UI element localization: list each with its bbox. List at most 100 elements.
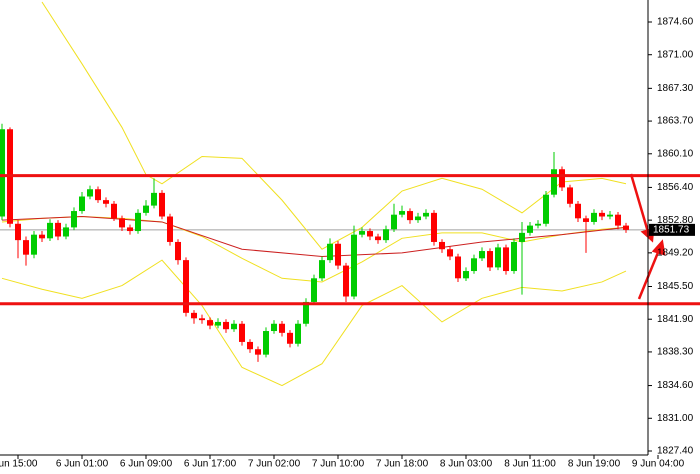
candle-body [63,227,69,237]
candle-body [191,312,197,319]
candle-body [359,231,365,235]
price-label-box [649,223,695,236]
candle-body [239,323,245,342]
y-tick-label: 1827.40 [657,446,694,457]
candle-body [111,203,117,219]
y-tick-label: 1845.50 [657,281,694,292]
candle-body [287,332,293,344]
candle-body [399,211,405,215]
candle-body [135,212,141,232]
y-tick-label: 1856.40 [657,182,694,193]
candle-body [623,225,629,230]
x-tick-label: 8 Jun 03:00 [440,459,493,470]
y-tick-label: 1860.10 [657,148,694,159]
candle-body [335,243,341,266]
candle-body [447,249,453,257]
candle-body [415,216,421,221]
y-tick-label: 1849.20 [657,247,694,258]
candle-body [535,223,541,226]
candle-body [119,218,125,228]
candle-body [559,169,565,188]
x-tick-label: 6 Jun 09:00 [120,459,173,470]
y-tick-label: 1834.60 [657,380,694,391]
candle-body [351,234,357,297]
candle-body [143,205,149,213]
x-tick-label: 7 Jun 02:00 [248,459,301,470]
candle-body [391,214,397,230]
candle-body [599,212,605,217]
candle-body [407,211,413,221]
x-tick-label: 6 Jun 17:00 [184,459,237,470]
candle-body [567,187,573,204]
y-tick-label: 1831.00 [657,413,694,424]
candle-body [327,243,333,261]
candle-body [79,196,85,212]
candle-body [455,256,461,279]
y-tick-label: 1874.60 [657,17,694,28]
x-tick-label: 7 Jun 10:00 [312,459,365,470]
x-tick-label: 8 Jun 19:00 [568,459,621,470]
candle-body [231,323,237,330]
candle-body [47,222,53,239]
candle-body [95,189,101,201]
candle-body [423,212,429,217]
candle-body [87,189,93,197]
candle-body [487,251,493,268]
candle-body [479,251,485,259]
candle-body [319,260,325,279]
candle-body [223,321,229,330]
candle-body [103,200,109,204]
candle-body [183,260,189,313]
candle-body [503,247,509,272]
candle-body [495,247,501,268]
candle-body [575,203,581,219]
candle-body [0,129,5,217]
arrow-head [651,239,666,256]
candle-body [199,318,205,321]
candle-body [471,258,477,272]
x-tick-label: 7 Jun 18:00 [376,459,429,470]
candle-body [255,349,261,355]
candle-body [279,323,285,333]
candle-body [367,231,373,237]
candle-body [303,301,309,324]
candle-body [167,216,173,242]
axis-layer: 1874.60 1871.00 1867.30 1863.70 1860.10 1856.… [0,17,695,470]
y-tick-label: 1841.90 [657,314,694,325]
x-tick-label: un 15:00 [0,459,38,470]
candle-body [543,194,549,224]
candle-body [15,223,21,241]
y-tick-label: 1871.00 [657,49,694,60]
candle-body [311,278,317,302]
candle-body [527,225,533,233]
candle-body [463,271,469,279]
candle-body [207,320,213,326]
x-tick-label: 9 Jun 04:00 [632,459,685,470]
indicator-line [1,216,627,283]
candle-body [215,321,221,326]
candle-body [295,323,301,344]
x-tick-label: 6 Jun 01:00 [56,459,109,470]
y-tick-label: 1838.30 [657,347,694,358]
candle-body [607,214,613,217]
candle-body [551,169,557,195]
candle-body [247,341,253,350]
y-tick-label: 1867.30 [657,83,694,94]
y-tick-label: 1852.80 [657,215,694,226]
candle-body [439,241,445,250]
candle-body [151,192,157,206]
price-label: 1851.73 [653,225,690,236]
candle-body [519,232,525,242]
candle-body [431,212,437,242]
candle-body [583,218,589,222]
arrow-up [637,249,661,300]
candle-body [159,192,165,217]
candle-body [615,214,621,226]
arrow-down [629,173,650,233]
candle-body [39,234,45,239]
candle-body [175,241,181,261]
candle-body [127,227,133,232]
x-tick-label: 8 Jun 11:00 [504,459,556,470]
